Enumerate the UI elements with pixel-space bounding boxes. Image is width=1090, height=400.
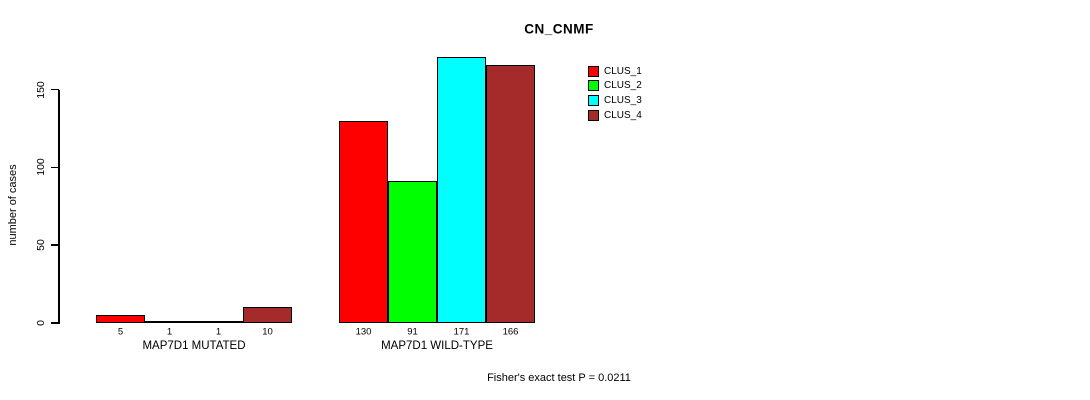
legend-label: CLUS_2 [604, 80, 642, 92]
legend-swatch-icon [588, 94, 599, 106]
y-axis-line [58, 89, 60, 324]
bar [243, 307, 292, 323]
legend-label: CLUS_1 [604, 65, 642, 77]
y-tick [51, 88, 59, 91]
y-tick-label: 0 [35, 320, 47, 326]
legend-row: CLUS_1 [588, 64, 642, 78]
bar [339, 120, 388, 323]
y-tick [51, 166, 59, 169]
bar-value-label: 171 [453, 326, 470, 337]
y-tick-label: 100 [35, 158, 47, 177]
legend-row: CLUS_2 [588, 79, 642, 93]
bar-value-label: 166 [502, 326, 519, 337]
bar [388, 181, 437, 323]
bar [486, 64, 535, 323]
chart-title: CN_CNMF [524, 21, 594, 37]
legend-swatch-icon [588, 65, 599, 77]
legend-swatch-icon [588, 109, 599, 121]
bar [96, 315, 145, 323]
y-tick-label: 150 [35, 80, 47, 99]
legend-label: CLUS_4 [604, 109, 642, 121]
legend-row: CLUS_3 [588, 93, 642, 107]
legend-row: CLUS_4 [588, 108, 642, 122]
bar [194, 321, 243, 323]
y-tick [51, 244, 59, 246]
bar [437, 56, 486, 323]
group-label: MAP7D1 MUTATED [142, 340, 246, 352]
legend-swatch-icon [588, 80, 599, 92]
bar-value-label: 10 [262, 326, 273, 337]
group-label: MAP7D1 WILD-TYPE [381, 340, 493, 352]
legend-label: CLUS_3 [604, 94, 642, 106]
bar-value-label: 5 [117, 326, 124, 337]
bar-value-label: 1 [166, 326, 173, 337]
y-tick-label: 50 [35, 239, 47, 252]
bar-value-label: 130 [355, 326, 372, 337]
annotation-text: Fisher's exact test P = 0.0211 [487, 372, 631, 384]
y-tick [51, 322, 59, 324]
bar [145, 321, 194, 323]
bar-value-label: 1 [215, 326, 222, 337]
bar-value-label: 91 [407, 326, 418, 337]
